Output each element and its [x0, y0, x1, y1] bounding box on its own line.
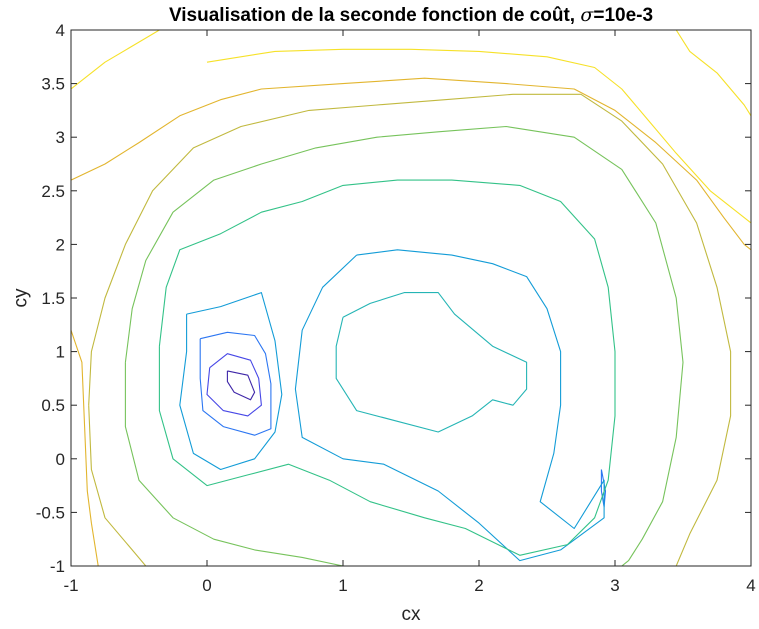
contour-level-10-line-2 [206, 48, 751, 224]
x-tick-label: 2 [474, 576, 483, 595]
contour-level-5-line-1 [335, 292, 528, 433]
y-tick-label: 3.5 [41, 75, 65, 94]
contour-level-8-line-1 [88, 93, 732, 566]
x-axis-label: cx [402, 604, 422, 625]
x-tick-label: 3 [610, 576, 619, 595]
y-tick-label: 4 [56, 21, 65, 40]
y-tick-label: 3 [56, 128, 65, 147]
plot-area [71, 30, 751, 566]
y-tick-label: 2 [56, 235, 65, 254]
axes: -1 0 1 2 3 4 -1 -0.5 0 0.5 1 1.5 2 2.5 3 3.5 4 [36, 21, 756, 595]
contour-level-10-line-3 [675, 30, 751, 117]
contour-level-1-line-1 [226, 370, 256, 401]
y-tick-label: -1 [50, 557, 65, 576]
y-tick-label: 1.5 [41, 289, 65, 308]
y-tick-label: -0.5 [36, 503, 65, 522]
x-tick-label: 0 [202, 576, 211, 595]
contour-level-2-line-1 [206, 353, 262, 417]
contour-level-6-line-1 [158, 179, 616, 556]
contour-level-7-line-2 [124, 362, 344, 566]
contour-level-4-line-1 [179, 292, 283, 471]
y-tick-label: 0.5 [41, 396, 65, 415]
contour-level-10-line-1 [71, 30, 160, 90]
contour-level-8-line-2 [88, 405, 147, 566]
contour-lines [71, 30, 751, 566]
x-tick-label: 1 [338, 576, 347, 595]
contour-level-9-line-1 [71, 77, 751, 251]
contour-level-4-line-2 [294, 249, 605, 562]
x-tick-label: -1 [63, 576, 78, 595]
chart-title: Visualisation de la seconde fonction de … [169, 4, 653, 26]
y-tick-label: 2.5 [41, 182, 65, 201]
contour-level-7-line-1 [124, 125, 684, 566]
contour-level-9-line-2 [71, 330, 99, 566]
y-axis-label: cy [11, 288, 32, 308]
contour-level-3-line-1 [199, 331, 272, 436]
chart-title-symbol: σ [580, 4, 594, 26]
chart-title-suffix: =10e-3 [593, 5, 653, 26]
x-tick-label: 4 [746, 576, 755, 595]
y-tick-label: 1 [56, 343, 65, 362]
chart-title-text: Visualisation de la seconde fonction de … [169, 5, 580, 26]
y-tick-label: 0 [56, 450, 65, 469]
